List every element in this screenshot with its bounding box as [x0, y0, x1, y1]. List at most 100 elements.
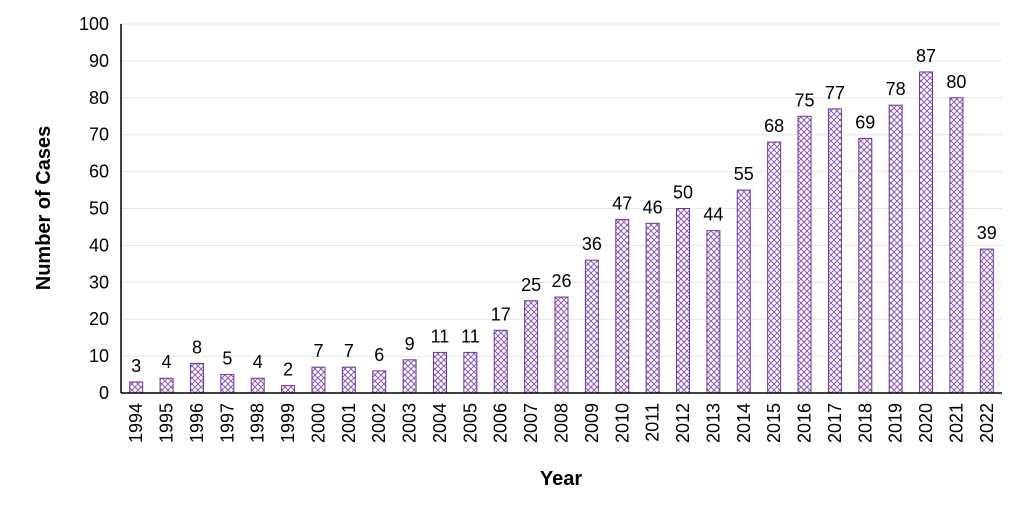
- x-tick-label: 2011: [643, 403, 663, 442]
- x-tick-label: 2004: [430, 403, 450, 443]
- x-tick-label: 2014: [734, 403, 754, 443]
- x-tick-label: 2008: [552, 403, 572, 443]
- bar: [129, 381, 144, 394]
- x-tick-label: 2009: [582, 403, 602, 443]
- x-tick-label: 2012: [673, 403, 693, 443]
- bar: [949, 97, 964, 394]
- data-label: 17: [491, 304, 511, 324]
- x-tick-labels: 1994 1995 1996 1997 1998 1999 2000 2001 2002 2003…: [126, 403, 997, 443]
- y-tick-label: 60: [89, 162, 109, 182]
- x-tick-label: 2016: [795, 403, 815, 443]
- x-axis-title: Year: [540, 468, 582, 490]
- bar: [979, 248, 994, 394]
- data-label: 46: [643, 197, 663, 217]
- y-tick-label: 0: [99, 383, 109, 403]
- y-tick-label: 40: [89, 235, 109, 255]
- y-tick-labels: 0 10 20 30 40 50 60 70 80 90 100: [79, 14, 109, 403]
- bar: [463, 351, 478, 394]
- bar: [524, 300, 539, 394]
- x-tick-label: 2010: [612, 403, 632, 443]
- bar: [736, 189, 751, 394]
- x-tick-label: 2005: [460, 403, 480, 443]
- bar: [402, 359, 417, 394]
- bar: [706, 230, 721, 394]
- data-label: 6: [374, 345, 384, 365]
- bar: [311, 366, 326, 394]
- bar: [372, 370, 387, 394]
- data-label: 4: [253, 352, 263, 372]
- bar: [858, 137, 873, 394]
- y-tick-label: 50: [89, 199, 109, 219]
- bars: [129, 71, 994, 394]
- data-label: 87: [916, 46, 936, 66]
- bar: [341, 366, 356, 394]
- gridlines: [121, 23, 1002, 357]
- bar: [493, 329, 508, 394]
- y-tick-label: 10: [89, 346, 109, 366]
- x-tick-label: 2000: [308, 403, 328, 443]
- bar: [676, 208, 691, 394]
- x-tick-label: 1996: [187, 403, 207, 443]
- bar: [615, 219, 630, 394]
- bar: [189, 362, 204, 394]
- data-label: 36: [582, 234, 602, 254]
- x-tick-label: 2019: [886, 403, 906, 443]
- bar: [432, 351, 447, 394]
- bar: [888, 104, 903, 394]
- bar: [584, 259, 599, 394]
- data-label: 75: [795, 90, 815, 110]
- bar: [645, 222, 660, 394]
- data-label: 55: [734, 164, 754, 184]
- y-tick-label: 80: [89, 88, 109, 108]
- x-tick-label: 2017: [825, 403, 845, 443]
- y-tick-label: 20: [89, 309, 109, 329]
- y-tick-label: 100: [79, 14, 109, 34]
- y-tick-label: 90: [89, 51, 109, 71]
- x-tick-label: 2020: [916, 403, 936, 443]
- bar: [220, 374, 235, 394]
- data-label: 9: [405, 334, 415, 354]
- data-label: 78: [886, 79, 906, 99]
- y-axis-title: Number of Cases: [33, 126, 55, 291]
- x-tick-label: 2018: [855, 403, 875, 443]
- bar: [767, 141, 782, 394]
- data-label: 50: [673, 183, 693, 203]
- x-tick-label: 2002: [369, 403, 389, 443]
- x-tick-label: 1994: [126, 403, 146, 443]
- data-label: 8: [192, 337, 202, 357]
- x-tick-label: 2015: [764, 403, 784, 443]
- data-label: 7: [313, 341, 323, 361]
- data-label: 5: [222, 349, 232, 369]
- x-tick-label: 2006: [491, 403, 511, 443]
- data-label: 25: [521, 275, 541, 295]
- x-tick-label: 2001: [339, 403, 359, 443]
- x-tick-label: 1995: [157, 403, 177, 443]
- data-label: 39: [977, 223, 997, 243]
- x-tick-label: 1997: [217, 403, 237, 443]
- data-label: 3: [131, 356, 141, 376]
- bar: [281, 385, 296, 394]
- bar: [554, 296, 569, 394]
- data-label: 47: [612, 194, 632, 214]
- data-label: 4: [162, 352, 172, 372]
- bar: [827, 108, 842, 394]
- x-tick-label: 2022: [977, 403, 997, 443]
- data-label: 80: [946, 72, 966, 92]
- bar: [250, 377, 265, 394]
- data-label: 11: [461, 326, 480, 346]
- y-tick-label: 70: [89, 125, 109, 145]
- data-label: 7: [344, 341, 354, 361]
- data-label: 11: [431, 326, 450, 346]
- data-label: 77: [825, 83, 845, 103]
- bar: [797, 115, 812, 394]
- x-tick-label: 2013: [703, 403, 723, 443]
- axes: [120, 24, 1002, 394]
- data-label: 69: [855, 112, 875, 132]
- data-label: 44: [703, 205, 723, 225]
- x-tick-label: 2021: [946, 403, 966, 443]
- x-tick-label: 1998: [248, 403, 268, 443]
- bar: [919, 71, 934, 394]
- x-tick-label: 2007: [521, 403, 541, 443]
